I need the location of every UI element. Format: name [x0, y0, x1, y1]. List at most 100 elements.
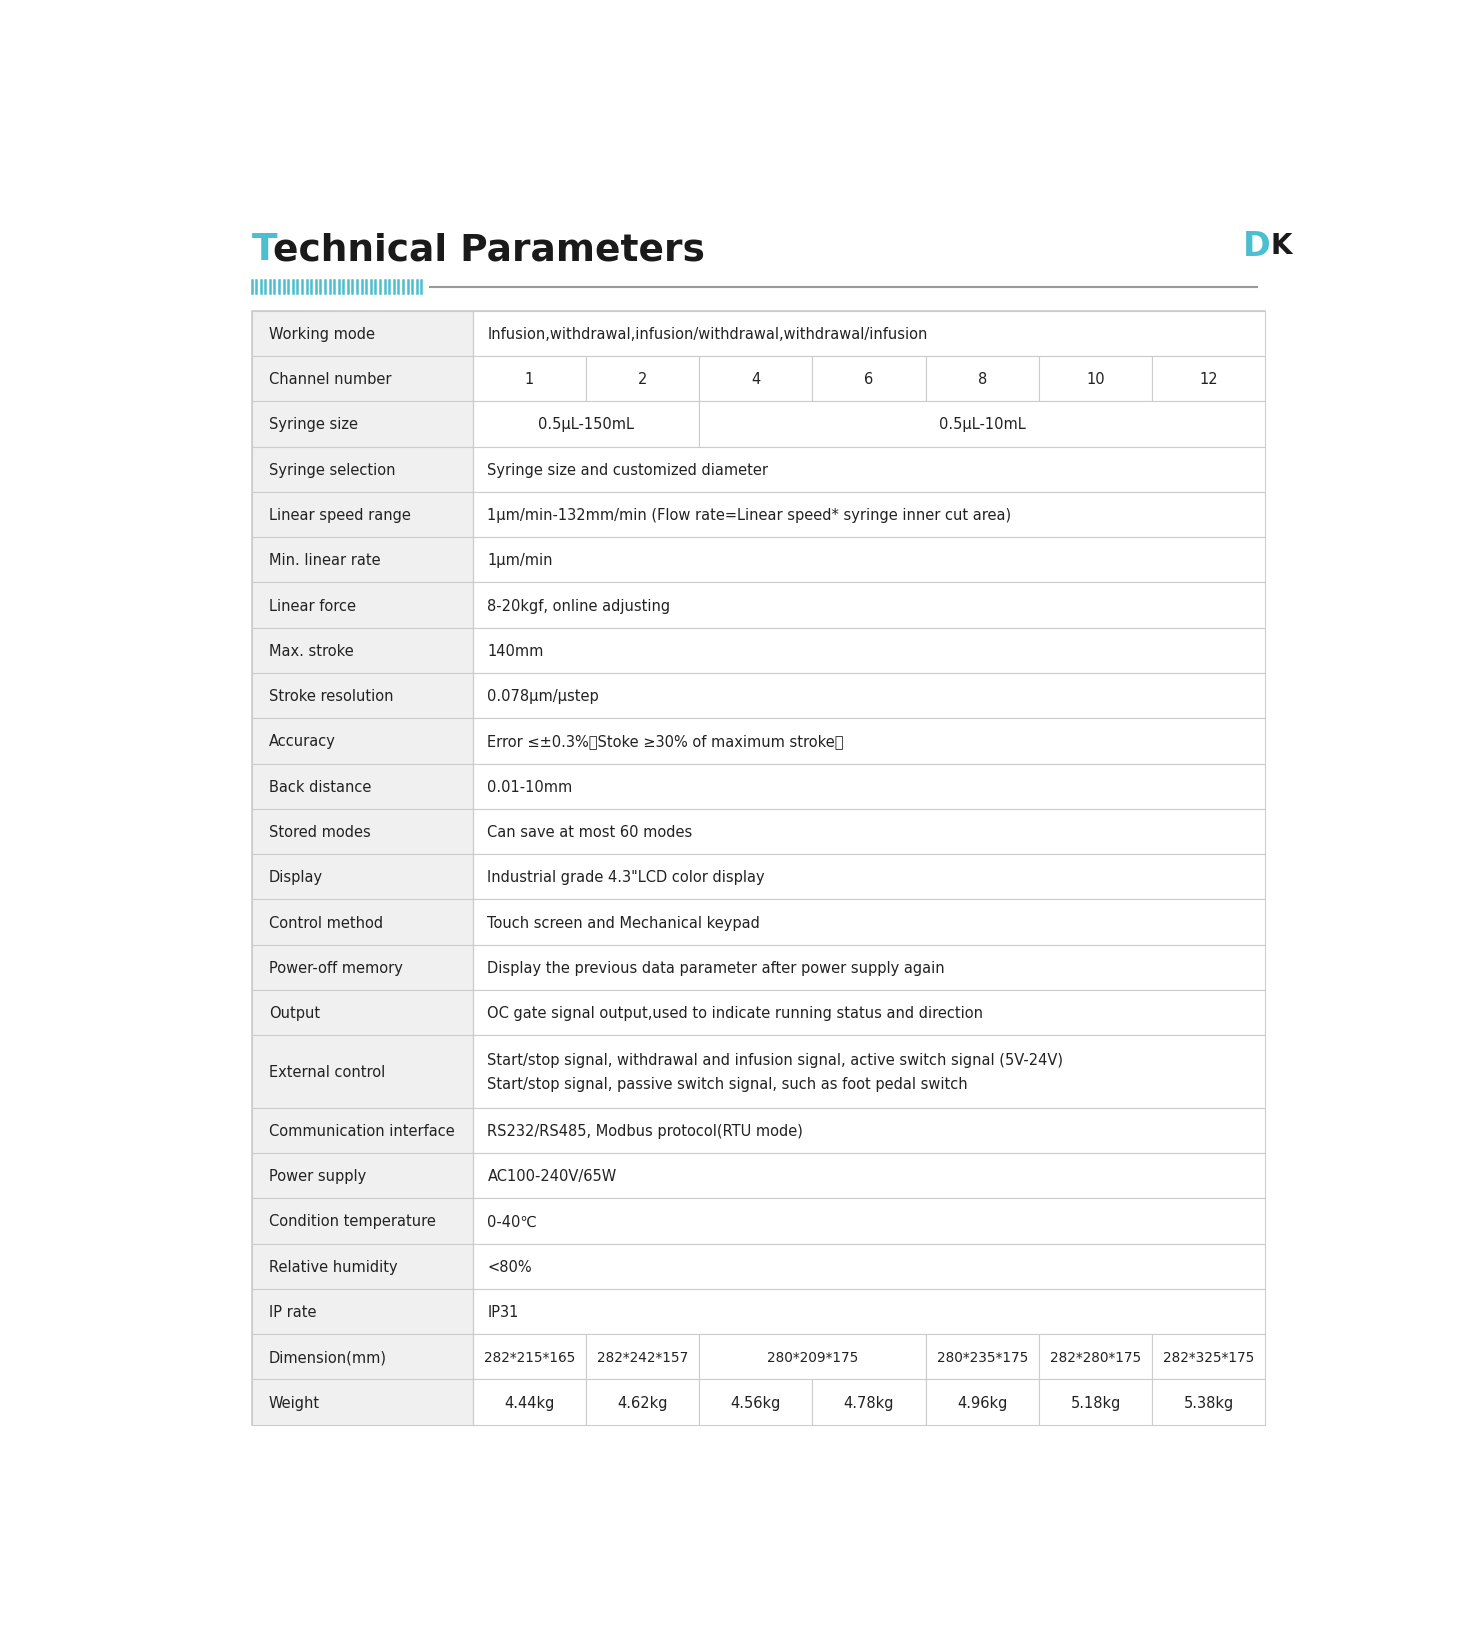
Text: Start/stop signal, withdrawal and infusion signal, active switch signal (5V-24V): Start/stop signal, withdrawal and infusi… — [487, 1053, 1064, 1067]
Text: 2: 2 — [638, 372, 647, 387]
Text: Accuracy: Accuracy — [269, 734, 336, 749]
Text: Syringe selection: Syringe selection — [269, 462, 395, 477]
Text: 0.5μL-150mL: 0.5μL-150mL — [537, 418, 633, 432]
Text: Working mode: Working mode — [269, 326, 374, 341]
Text: 5.18kg: 5.18kg — [1070, 1395, 1120, 1410]
Bar — [1153, 1379, 1265, 1425]
Text: K: K — [1270, 232, 1292, 259]
Bar — [472, 628, 1265, 674]
Bar — [699, 1379, 813, 1425]
Text: T: T — [252, 232, 277, 268]
Bar — [1153, 357, 1265, 401]
Text: Syringe size: Syringe size — [269, 418, 358, 432]
Bar — [925, 357, 1039, 401]
Text: Condition temperature: Condition temperature — [269, 1214, 435, 1229]
Text: D: D — [1243, 230, 1270, 263]
Bar — [252, 357, 472, 401]
Text: 1: 1 — [524, 372, 534, 387]
Text: RS232/RS485, Modbus protocol(RTU mode): RS232/RS485, Modbus protocol(RTU mode) — [487, 1123, 804, 1138]
Bar — [586, 1335, 699, 1379]
Bar — [813, 1379, 925, 1425]
Text: Start/stop signal, passive switch signal, such as foot pedal switch: Start/stop signal, passive switch signal… — [487, 1077, 968, 1092]
Text: AC100-240V/65W: AC100-240V/65W — [487, 1169, 617, 1183]
Text: 0.5μL-10mL: 0.5μL-10mL — [938, 418, 1026, 432]
Bar — [252, 1244, 472, 1289]
Bar — [472, 1379, 586, 1425]
Bar — [925, 1379, 1039, 1425]
Text: Touch screen and Mechanical keypad: Touch screen and Mechanical keypad — [487, 916, 761, 930]
Text: Infusion,withdrawal,infusion/withdrawal,withdrawal/infusion: Infusion,withdrawal,infusion/withdrawal,… — [487, 326, 928, 341]
Text: Control method: Control method — [269, 916, 383, 930]
Bar — [813, 357, 925, 401]
Text: 12: 12 — [1199, 372, 1218, 387]
Text: 10: 10 — [1086, 372, 1106, 387]
Text: 4.44kg: 4.44kg — [505, 1395, 555, 1410]
Text: OC gate signal output,used to indicate running status and direction: OC gate signal output,used to indicate r… — [487, 1005, 984, 1020]
Bar — [252, 583, 472, 628]
Text: 0.078μm/μstep: 0.078μm/μstep — [487, 689, 599, 703]
Bar — [252, 945, 472, 991]
Bar — [472, 945, 1265, 991]
Bar — [472, 312, 1265, 357]
Bar — [472, 401, 699, 447]
Bar — [586, 357, 699, 401]
Bar — [252, 312, 472, 357]
Bar — [472, 809, 1265, 855]
Bar — [252, 1108, 472, 1154]
Bar — [472, 1289, 1265, 1335]
Bar — [472, 583, 1265, 628]
Bar — [252, 855, 472, 899]
Bar — [252, 718, 472, 764]
Text: Power-off memory: Power-off memory — [269, 960, 403, 976]
Text: Display the previous data parameter after power supply again: Display the previous data parameter afte… — [487, 960, 946, 976]
Text: Channel number: Channel number — [269, 372, 391, 387]
Bar — [252, 991, 472, 1036]
Bar — [252, 312, 1265, 1425]
Bar — [472, 1036, 1265, 1108]
Bar — [1039, 1335, 1153, 1379]
Text: 0.01-10mm: 0.01-10mm — [487, 778, 573, 795]
Text: Linear force: Linear force — [269, 599, 355, 614]
Text: 6: 6 — [864, 372, 873, 387]
Text: Weight: Weight — [269, 1395, 320, 1410]
Text: 4.78kg: 4.78kg — [844, 1395, 894, 1410]
Bar — [699, 401, 1265, 447]
Bar — [252, 447, 472, 493]
Text: 282*325*175: 282*325*175 — [1163, 1350, 1255, 1364]
Bar — [252, 401, 472, 447]
Bar — [472, 1244, 1265, 1289]
Bar — [252, 1154, 472, 1198]
Bar — [472, 855, 1265, 899]
Text: 280*209*175: 280*209*175 — [767, 1350, 858, 1364]
Text: 8: 8 — [978, 372, 987, 387]
Text: Linear speed range: Linear speed range — [269, 508, 410, 522]
Bar — [472, 718, 1265, 764]
Text: 282*280*175: 282*280*175 — [1049, 1350, 1141, 1364]
Text: Back distance: Back distance — [269, 778, 371, 795]
Text: Error ≤±0.3%（Stoke ≥30% of maximum stroke）: Error ≤±0.3%（Stoke ≥30% of maximum strok… — [487, 734, 844, 749]
Text: echnical Parameters: echnical Parameters — [274, 232, 704, 268]
Text: 282*242*157: 282*242*157 — [596, 1350, 688, 1364]
Text: Can save at most 60 modes: Can save at most 60 modes — [487, 824, 693, 839]
Text: 282*215*165: 282*215*165 — [484, 1350, 574, 1364]
Text: 5.38kg: 5.38kg — [1184, 1395, 1234, 1410]
Bar — [252, 493, 472, 539]
Bar — [252, 809, 472, 855]
Text: 4.56kg: 4.56kg — [731, 1395, 781, 1410]
Text: 1μm/min: 1μm/min — [487, 553, 554, 568]
Bar — [1039, 1379, 1153, 1425]
Bar — [252, 674, 472, 718]
Bar — [472, 1154, 1265, 1198]
Bar — [252, 1198, 472, 1244]
Bar — [699, 1335, 925, 1379]
Text: IP rate: IP rate — [269, 1304, 317, 1319]
Text: 8-20kgf, online adjusting: 8-20kgf, online adjusting — [487, 599, 670, 614]
Bar — [252, 899, 472, 945]
Bar — [472, 539, 1265, 583]
Text: Max. stroke: Max. stroke — [269, 643, 354, 658]
Text: External control: External control — [269, 1064, 385, 1079]
Text: Display: Display — [269, 870, 323, 885]
Bar — [252, 1335, 472, 1379]
Bar — [472, 899, 1265, 945]
Bar — [252, 1379, 472, 1425]
